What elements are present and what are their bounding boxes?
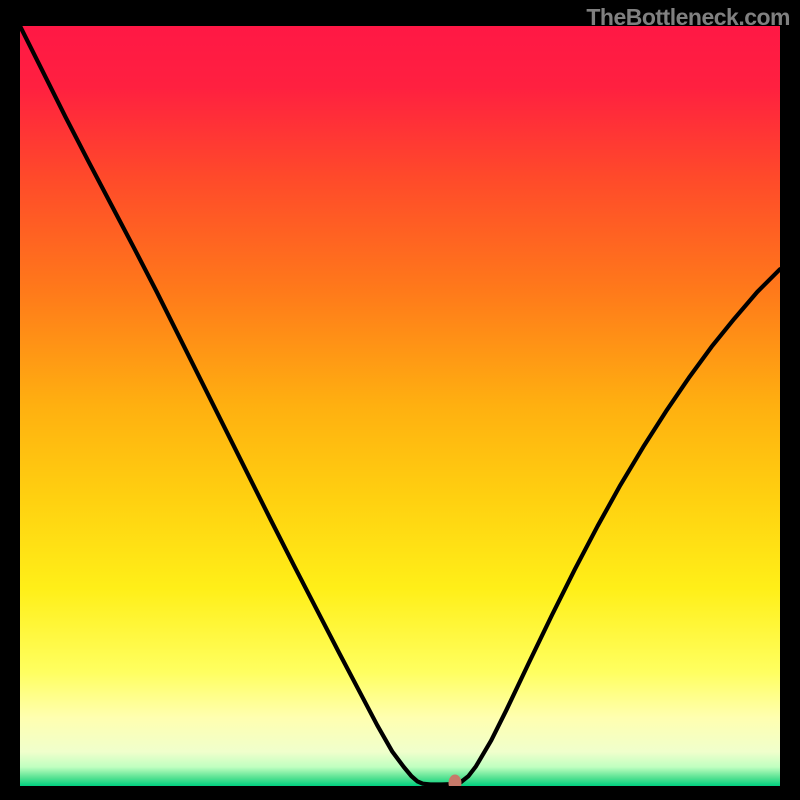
plot-area bbox=[20, 26, 780, 786]
bottleneck-curve bbox=[20, 26, 780, 786]
plot-frame bbox=[20, 26, 780, 786]
optimum-marker bbox=[448, 775, 461, 786]
watermark-text: TheBottleneck.com bbox=[586, 4, 790, 31]
curve-path bbox=[20, 26, 780, 784]
chart-container: TheBottleneck.com bbox=[0, 0, 800, 800]
